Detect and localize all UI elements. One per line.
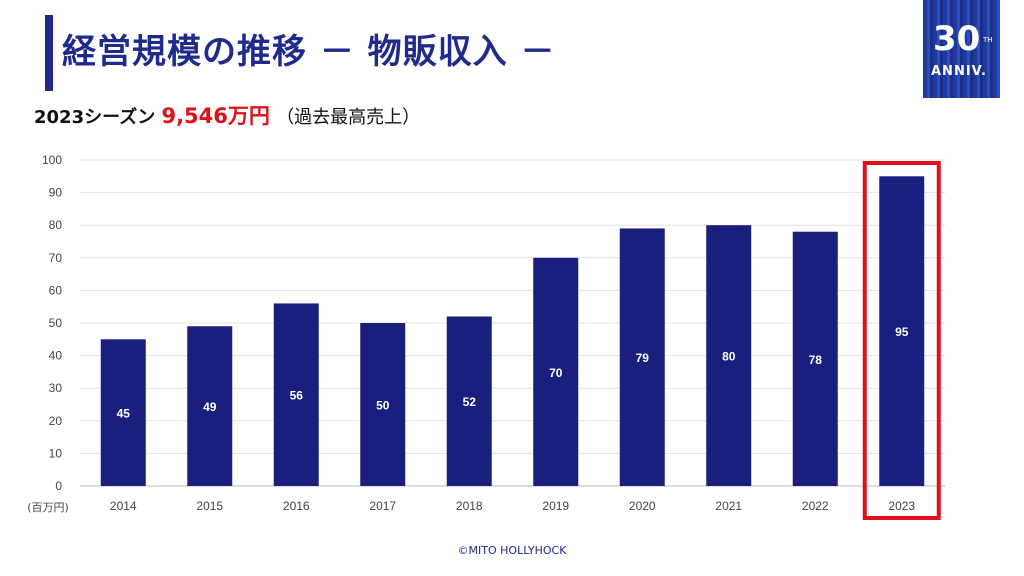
season-label: 2023シーズン bbox=[34, 107, 162, 128]
x-tick-label: 2018 bbox=[456, 499, 483, 513]
y-tick-label: 100 bbox=[42, 153, 62, 167]
bar bbox=[360, 323, 406, 486]
y-tick-label: 10 bbox=[49, 446, 63, 460]
bar-value-label: 95 bbox=[895, 325, 909, 339]
y-tick-label: 40 bbox=[49, 349, 63, 363]
bar-value-label: 79 bbox=[636, 351, 650, 365]
bar bbox=[879, 176, 925, 487]
bar-value-label: 45 bbox=[117, 407, 131, 421]
y-tick-label: 60 bbox=[49, 283, 63, 297]
bar bbox=[187, 326, 233, 486]
x-tick-label: 2016 bbox=[283, 499, 310, 513]
y-tick-label: 0 bbox=[55, 479, 62, 493]
copyright-footer: ©MITO HOLLYHOCK bbox=[457, 544, 567, 557]
y-tick-label: 80 bbox=[49, 218, 63, 232]
logo-number: 30 bbox=[933, 19, 981, 59]
y-tick-label: 30 bbox=[49, 381, 63, 395]
bar-value-label: 70 bbox=[549, 366, 563, 380]
x-tick-label: 2017 bbox=[369, 499, 396, 513]
bar-value-label: 80 bbox=[722, 350, 736, 364]
x-tick-label: 2020 bbox=[629, 499, 656, 513]
y-tick-label: 20 bbox=[49, 414, 63, 428]
y-tick-label: 90 bbox=[49, 186, 63, 200]
bar bbox=[273, 303, 319, 486]
x-tick-label: 2014 bbox=[110, 499, 137, 513]
bar bbox=[100, 339, 146, 486]
page-title: 経営規模の推移 － 物販収入 － bbox=[62, 32, 556, 72]
season-amount: 9,546万円 bbox=[161, 104, 270, 128]
anniversary-logo: 30 TH ANNIV. bbox=[923, 0, 1000, 98]
x-tick-label: 2019 bbox=[542, 499, 569, 513]
highlight-box bbox=[862, 161, 941, 520]
season-note: （過去最高売上） bbox=[276, 107, 421, 128]
bar bbox=[619, 228, 665, 486]
logo-suffix: TH bbox=[983, 36, 993, 44]
bar-value-label: 56 bbox=[290, 389, 304, 403]
y-tick-label: 70 bbox=[49, 251, 63, 265]
x-tick-label: 2015 bbox=[196, 499, 223, 513]
season-summary: 2023シーズン 9,546万円 （過去最高売上） bbox=[34, 100, 420, 130]
bar-value-label: 52 bbox=[463, 395, 477, 409]
title-accent-bar bbox=[45, 15, 53, 91]
revenue-bar-chart: 0 10 20 30 40 50 60 70 80 90 100 (百万円) 45 2014 49 2015 5… bbox=[27, 153, 945, 520]
x-tick-label: 2023 bbox=[888, 499, 915, 513]
logo-text: ANNIV. bbox=[931, 64, 987, 79]
x-tick-label: 2022 bbox=[802, 499, 829, 513]
y-unit-label: (百万円) bbox=[27, 501, 69, 514]
bar-value-label: 78 bbox=[809, 353, 823, 367]
bar-value-label: 50 bbox=[376, 399, 390, 413]
bar bbox=[533, 257, 579, 486]
bar bbox=[446, 316, 492, 486]
bar bbox=[792, 231, 838, 486]
bar-value-label: 49 bbox=[203, 400, 217, 414]
y-tick-label: 50 bbox=[49, 316, 63, 330]
x-tick-label: 2021 bbox=[715, 499, 742, 513]
bar bbox=[706, 225, 752, 486]
